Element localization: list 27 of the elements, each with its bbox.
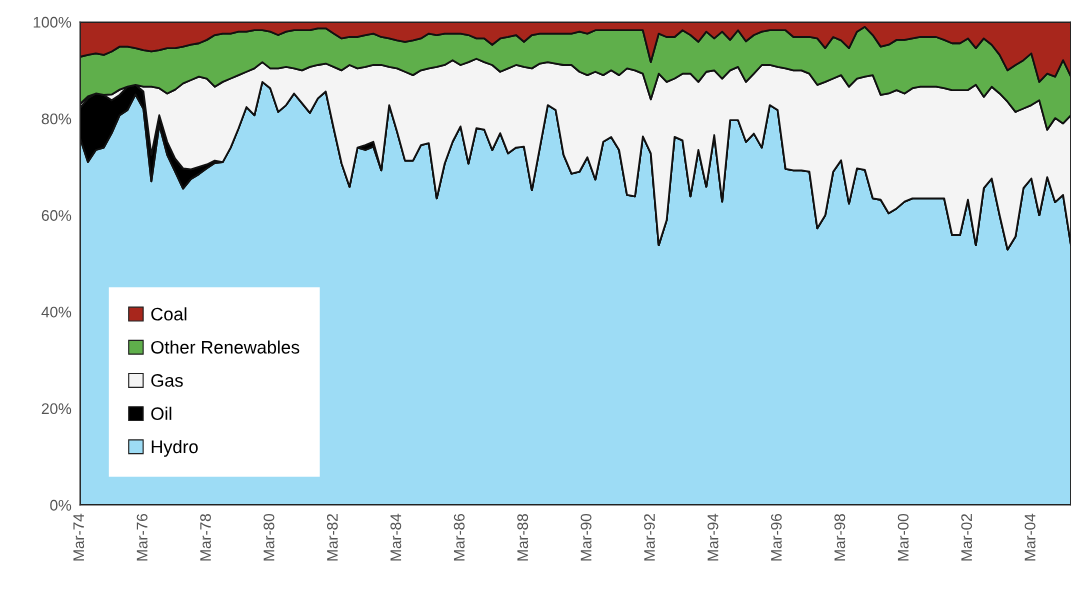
y-tick-label: 40%	[41, 306, 72, 318]
x-tick-label: Mar-96	[770, 514, 782, 561]
x-tick-label: Mar-92	[644, 514, 655, 561]
y-tick-label: 100%	[33, 16, 72, 28]
x-tick-label: Mar-02	[961, 514, 973, 561]
x-tick-label: Mar-98	[834, 513, 846, 561]
series-label: Oil	[151, 406, 172, 421]
x-tick-label: Mar-88	[517, 513, 529, 561]
x-tick-label: Mar-04	[1024, 513, 1036, 561]
y-tick-label: 60%	[41, 210, 72, 221]
y-tick-label: 80%	[41, 113, 72, 125]
x-tick-label: Mar-82	[326, 514, 338, 561]
x-tick-label: Mar-90	[580, 513, 592, 561]
x-tick-label: Mar-76	[136, 514, 148, 561]
x-tick-label: Mar-00	[897, 513, 909, 561]
series-label: Coal	[151, 307, 187, 321]
x-tick-label: Mar-84	[390, 513, 402, 561]
x-tick-label: Mar-94	[707, 513, 719, 561]
series-label: Gas	[151, 374, 183, 387]
x-tick-label: Mar-86	[453, 514, 465, 561]
series-label: Hydro	[151, 439, 198, 457]
y-tick-label: 0%	[50, 499, 72, 511]
x-tick-label: Mar-78	[200, 513, 211, 561]
y-tick-label: 20%	[41, 403, 72, 415]
series-label: Other Renewables	[151, 340, 300, 354]
x-tick-label: Mar-80	[263, 513, 275, 561]
x-tick-label: Mar-74	[73, 513, 85, 561]
